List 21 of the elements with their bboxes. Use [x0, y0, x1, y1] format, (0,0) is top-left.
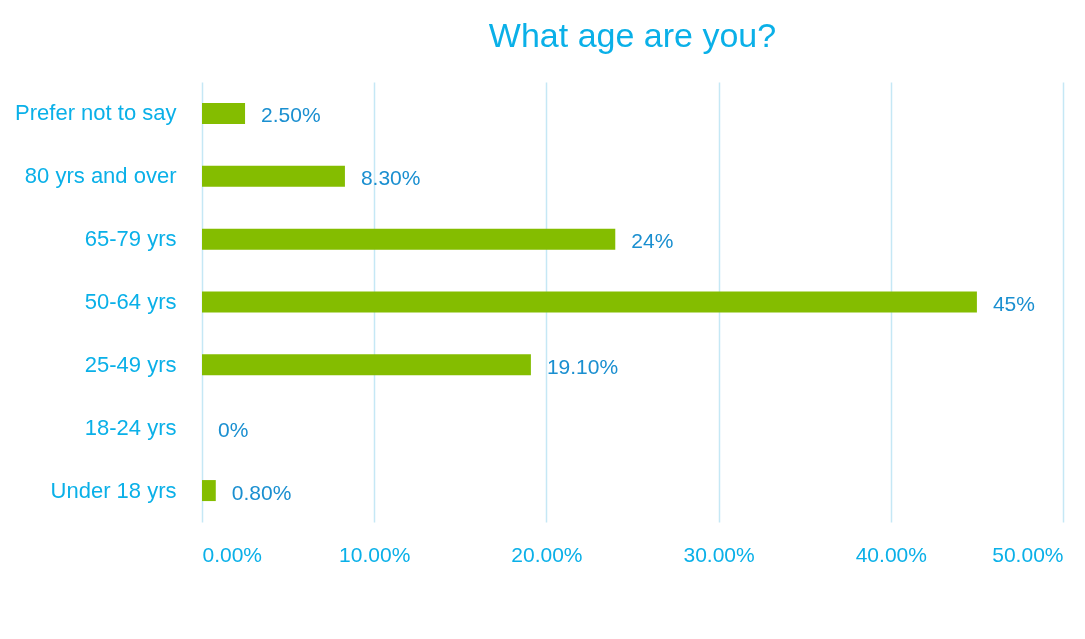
y-tick-label: 80 yrs and over — [24, 163, 177, 189]
x-tick-label: 0.00% — [202, 542, 263, 566]
data-label: 2.50% — [261, 103, 321, 127]
data-label: 0.80% — [231, 480, 292, 504]
data-label: 19.10% — [546, 354, 619, 378]
y-tick-label: 25-49 yrs — [84, 351, 177, 377]
x-tick-label: 40.00% — [855, 542, 927, 566]
y-tick-label: 50-64 yrs — [84, 289, 177, 314]
x-tick-label: 10.00% — [339, 542, 411, 566]
x-tick-label: 50.00% — [992, 542, 1064, 566]
data-label: 8.30% — [360, 166, 421, 190]
x-tick-label: 30.00% — [683, 542, 755, 566]
x-tick-label: 20.00% — [511, 542, 583, 566]
y-tick-label: Under 18 yrs — [50, 477, 177, 503]
y-tick-label: Prefer not to say — [15, 100, 177, 126]
chart-title: What age are you? — [488, 16, 777, 54]
data-label: 24% — [631, 229, 674, 253]
y-tick-label: 18-24 yrs — [84, 414, 177, 440]
y-tick-label: 65-79 yrs — [84, 226, 177, 252]
data-label: 0% — [218, 417, 249, 441]
data-label: 45% — [992, 292, 1035, 315]
